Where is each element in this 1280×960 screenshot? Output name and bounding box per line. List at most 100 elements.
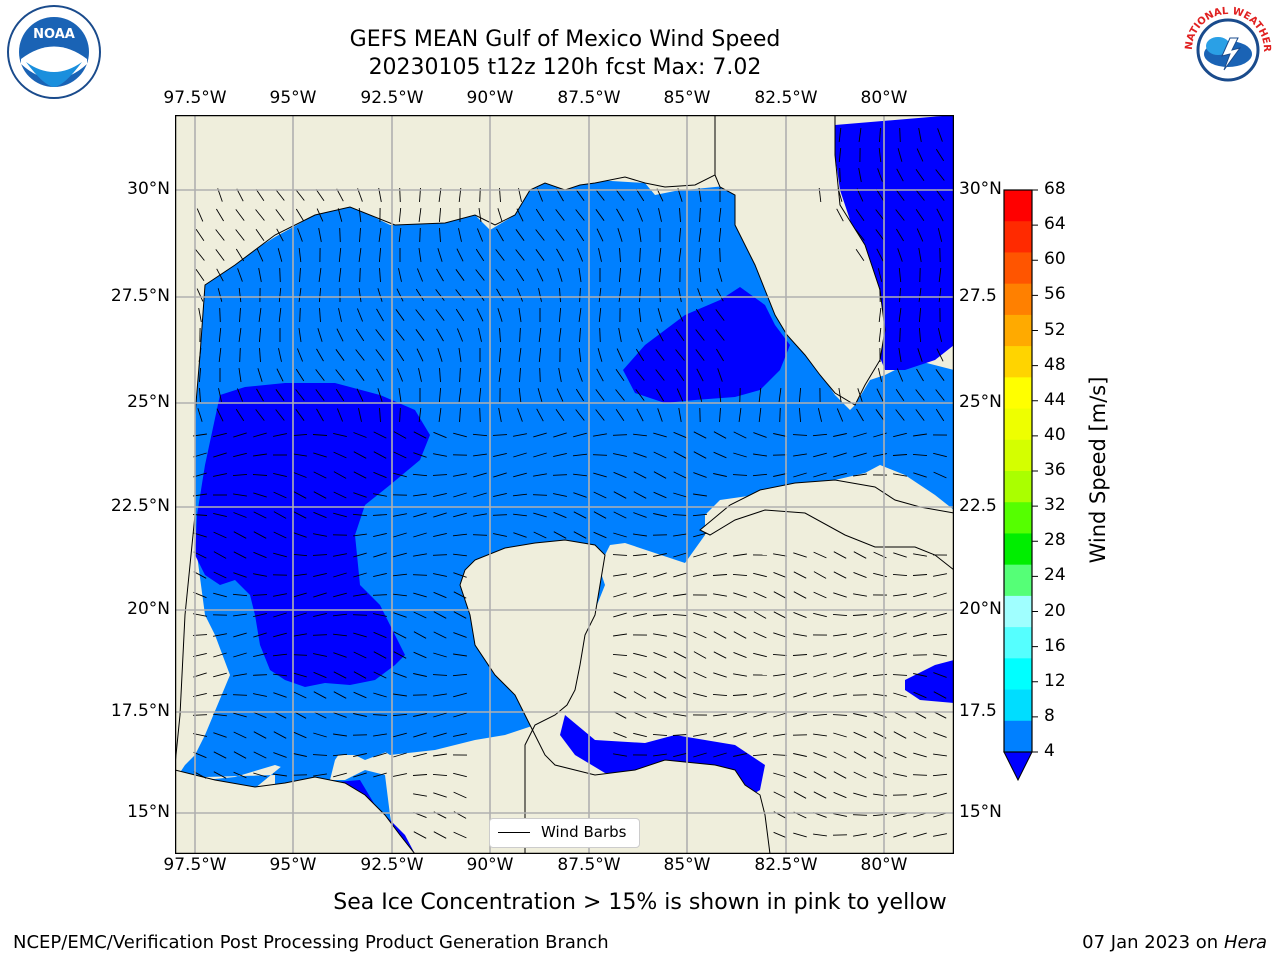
wind-barb <box>833 551 847 559</box>
wind-barb <box>312 634 328 636</box>
colorbar-segment <box>1004 283 1032 316</box>
wind-barb <box>479 407 481 423</box>
wind-barb <box>313 592 327 598</box>
wind-barb <box>832 714 848 716</box>
map-legend: Wind Barbs <box>489 818 640 848</box>
wind-barb <box>232 694 248 696</box>
wind-barb <box>433 732 447 738</box>
wind-barb <box>693 671 707 679</box>
wind-barb <box>495 249 505 261</box>
wind-barb <box>333 471 347 479</box>
colorbar-tick-label: 64 <box>1044 214 1066 235</box>
wind-barb <box>275 189 285 201</box>
wind-barb <box>393 513 407 517</box>
wind-barb <box>515 229 525 241</box>
wind-barb <box>935 408 945 422</box>
colorbar-tick-label: 60 <box>1044 249 1066 270</box>
wind-barb <box>252 594 268 596</box>
wind-barb <box>553 493 567 497</box>
wind-barb <box>437 248 443 262</box>
wind-barb <box>893 593 907 597</box>
colorbar-segment <box>1004 471 1032 503</box>
wind-barb <box>453 632 467 638</box>
wind-barb <box>313 691 327 699</box>
wind-barb <box>853 452 867 458</box>
colorbar-segment <box>1004 595 1032 628</box>
wind-barb <box>578 347 582 363</box>
wind-barb <box>773 591 787 599</box>
wind-barb <box>358 207 362 223</box>
wind-barb <box>613 753 627 757</box>
footer-date: 07 Jan 2023 on <box>1082 932 1224 953</box>
wind-barb <box>213 452 227 458</box>
wind-barb <box>453 473 467 477</box>
wind-barb <box>353 533 367 537</box>
wind-barb <box>673 691 687 699</box>
wind-barb <box>712 693 728 697</box>
wind-barb <box>892 573 908 577</box>
wind-barb <box>336 328 344 342</box>
wind-barb <box>773 733 787 737</box>
wind-barb <box>713 631 727 639</box>
wind-barb <box>373 451 387 459</box>
wind-barb <box>893 832 907 838</box>
wind-barb <box>293 511 307 519</box>
wind-barb <box>792 434 808 436</box>
wind-barb <box>458 348 462 362</box>
wind-barb <box>853 432 867 438</box>
wind-barb <box>478 328 482 342</box>
wind-barb <box>515 249 525 261</box>
ocean-wind-below-4 <box>195 383 430 687</box>
nws-logo: NATIONAL WEATHER SERVICE <box>1178 2 1274 96</box>
wind-barb <box>233 572 247 578</box>
wind-barb <box>899 287 901 303</box>
wind-barb <box>813 672 827 678</box>
wind-barb <box>298 247 302 263</box>
wind-barb <box>699 247 701 263</box>
wind-barb <box>753 432 767 438</box>
colorbar-tick-label: 52 <box>1044 319 1066 340</box>
wind-barb <box>255 409 265 421</box>
wind-barb <box>733 592 747 598</box>
wind-barb <box>375 329 385 341</box>
wind-barb <box>355 328 365 342</box>
wind-barb <box>353 593 367 597</box>
wind-barb <box>213 633 227 637</box>
wind-barb <box>196 208 204 222</box>
wind-barb <box>653 712 667 718</box>
wind-barb <box>555 209 565 221</box>
wind-barb <box>598 307 602 323</box>
land-cuba <box>699 479 954 571</box>
wind-barb <box>593 531 607 539</box>
wind-barb <box>293 672 307 678</box>
wind-barb <box>733 753 747 757</box>
wind-barb <box>635 369 645 381</box>
wind-barb <box>353 632 367 638</box>
wind-barb <box>875 188 885 202</box>
wind-barb <box>793 713 807 717</box>
wind-barb <box>313 671 327 679</box>
wind-barb <box>935 148 945 162</box>
wind-barb <box>413 452 427 458</box>
wind-barb <box>653 572 667 578</box>
wind-barb <box>218 388 222 402</box>
wind-barb <box>372 714 388 716</box>
wind-barb <box>793 633 807 637</box>
wind-barb <box>236 188 244 202</box>
wind-barb <box>558 307 562 323</box>
wind-barb <box>435 309 445 321</box>
wind-barb <box>232 593 248 597</box>
colorbar-tick-label: 16 <box>1044 635 1066 656</box>
lon-label-top: 80°W <box>860 88 908 108</box>
wind-barb <box>653 432 667 438</box>
wind-barb <box>813 653 827 657</box>
wind-barb <box>313 653 327 657</box>
wind-barb <box>413 673 427 677</box>
wind-barb <box>353 651 367 659</box>
wind-barb <box>535 229 545 241</box>
wind-barb <box>478 387 482 403</box>
wind-barb <box>412 473 428 477</box>
wind-barb <box>673 671 687 679</box>
wind-barb <box>913 472 927 478</box>
wind-barb <box>613 691 627 699</box>
